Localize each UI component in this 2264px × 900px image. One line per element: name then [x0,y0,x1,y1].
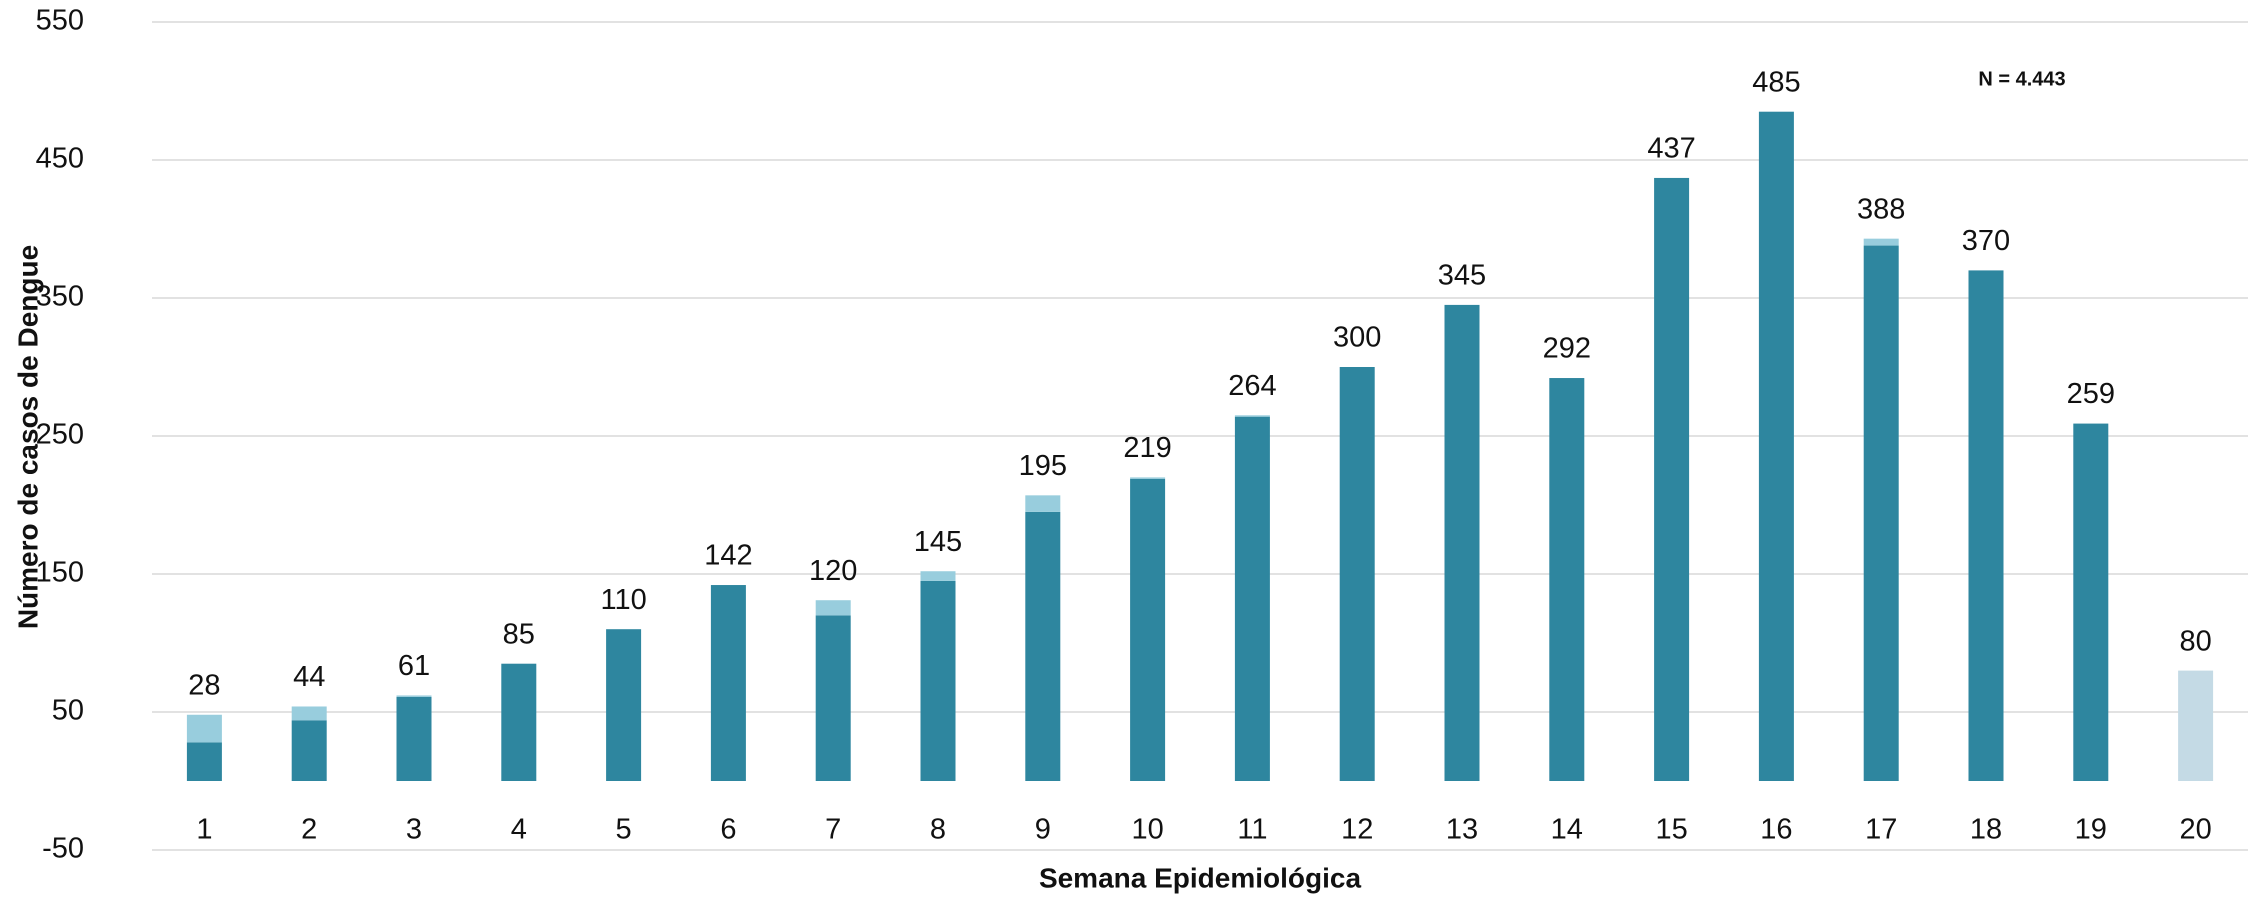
value-label: 345 [1438,260,1486,292]
bar [710,585,746,781]
bar [1339,367,1375,781]
x-tick-label: 6 [720,814,736,846]
bar [1968,270,2004,781]
x-tick-label: 13 [1446,814,1478,846]
value-label: 370 [1962,225,2010,257]
bar [501,663,537,781]
x-tick-label: 1 [196,814,212,846]
bar [1654,177,1690,781]
bar [1863,238,1899,246]
bar [1130,477,1166,479]
bar [291,720,327,781]
value-label: 195 [1019,450,1067,482]
value-label: 388 [1857,193,1905,225]
value-label: 85 [503,618,535,650]
bar [920,580,956,781]
x-tick-label: 14 [1551,814,1583,846]
value-label: 44 [293,661,325,693]
x-tick-label: 20 [2179,814,2211,846]
bar [396,696,432,781]
x-tick-label: 9 [1035,814,1051,846]
x-tick-label: 15 [1655,814,1687,846]
x-tick-label: 2 [301,814,317,846]
bar [1025,495,1061,512]
bar [291,706,327,721]
bar [1863,245,1899,781]
bar [1025,511,1061,781]
value-label: 142 [704,540,752,572]
x-tick-label: 12 [1341,814,1373,846]
bar [1549,378,1585,781]
bar [920,571,956,581]
x-tick-label: 3 [406,814,422,846]
x-tick-label: 16 [1760,814,1792,846]
value-label: 437 [1647,133,1695,165]
x-tick-label: 18 [1970,814,2002,846]
x-tick-label: 11 [1237,814,1267,846]
y-tick-label: 250 [36,419,84,451]
bar [186,742,222,781]
x-tick-label: 10 [1131,814,1163,846]
x-tick-label: 7 [825,814,841,846]
value-label: 219 [1123,432,1171,464]
value-label: 110 [600,584,646,616]
value-label: 292 [1543,333,1591,365]
value-label: 485 [1752,66,1800,98]
value-label: 300 [1333,322,1381,354]
x-tick-label: 8 [930,814,946,846]
y-tick-label: 50 [52,695,84,727]
value-label: 145 [914,526,962,558]
x-axis-label: Semana Epidemiológica [1039,862,1362,893]
bar [1130,478,1166,781]
bar [1444,304,1480,781]
bar [606,629,642,781]
bar [2073,423,2109,781]
value-label: 120 [809,555,857,587]
y-tick-label: 450 [36,143,84,175]
bar [1234,416,1270,781]
y-axis-label: Número de casos de Dengue [12,245,43,629]
y-tick-label: 350 [36,281,84,313]
value-label: 264 [1228,370,1276,402]
value-label: 61 [398,650,430,682]
x-tick-label: 19 [2075,814,2107,846]
bar [186,714,222,743]
x-tick-label: 4 [511,814,527,846]
annotation: N = 4.443 [1978,68,2065,90]
bar [815,615,851,781]
value-label: 259 [2067,378,2115,410]
value-label: 28 [188,669,220,701]
bar [1758,111,1794,781]
y-tick-label: 550 [36,5,84,37]
x-tick-label: 5 [616,814,632,846]
bar [396,695,432,697]
bar [2178,670,2214,781]
y-tick-label: 150 [36,557,84,589]
x-tick-label: 17 [1865,814,1897,846]
value-label: 80 [2179,625,2211,657]
bar [815,600,851,616]
y-tick-label: -50 [42,833,84,865]
bar [1234,415,1270,417]
